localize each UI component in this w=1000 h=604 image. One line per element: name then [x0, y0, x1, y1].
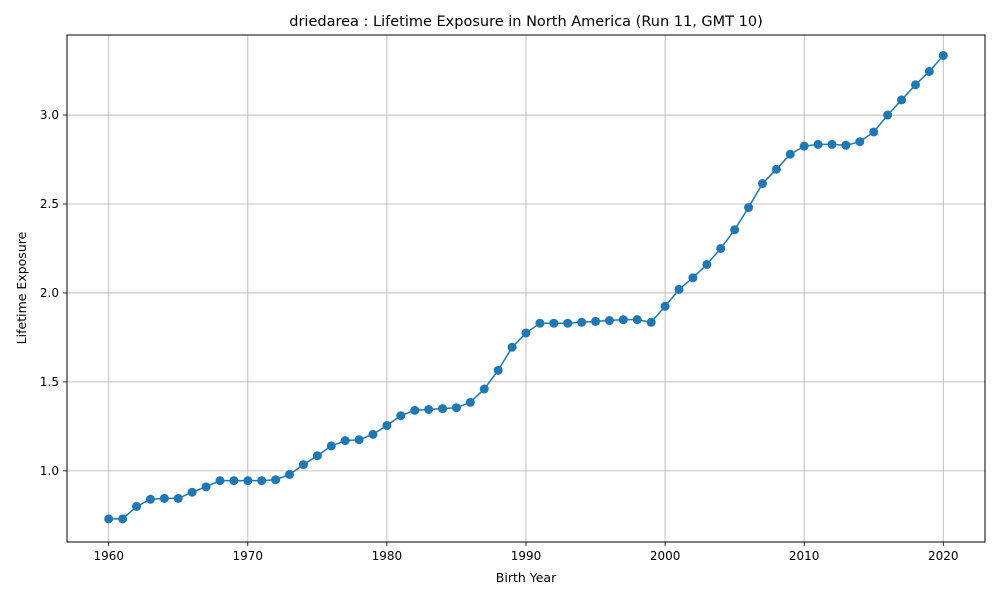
- x-tick-label: 1980: [372, 549, 403, 563]
- data-point: [229, 476, 239, 486]
- x-tick-label: 2010: [789, 549, 820, 563]
- data-point: [118, 514, 128, 524]
- data-point: [632, 315, 642, 325]
- data-point: [646, 317, 656, 327]
- data-point: [702, 259, 712, 269]
- data-point: [869, 127, 879, 137]
- x-axis-label: Birth Year: [496, 570, 557, 585]
- x-tick-label: 1960: [93, 549, 124, 563]
- data-point: [173, 493, 183, 503]
- x-tick-label: 1970: [233, 549, 264, 563]
- data-point: [938, 50, 948, 60]
- data-point: [591, 316, 601, 326]
- y-tick-label: 2.0: [40, 286, 59, 300]
- grid-lines: [67, 35, 985, 542]
- data-point: [257, 476, 267, 486]
- data-point: [424, 404, 434, 414]
- y-axis-ticks: 1.0 1.5 2.0 2.5 3.0: [40, 108, 67, 478]
- data-point: [243, 476, 253, 486]
- data-point: [660, 301, 670, 311]
- series-layer: [104, 50, 948, 524]
- data-point: [465, 397, 475, 407]
- data-point: [451, 403, 461, 413]
- x-tick-label: 1990: [511, 549, 542, 563]
- y-tick-label: 1.5: [40, 375, 59, 389]
- data-point: [785, 149, 795, 159]
- data-point: [410, 405, 420, 415]
- data-point: [312, 451, 322, 461]
- y-tick-label: 3.0: [40, 108, 59, 122]
- data-point: [521, 328, 531, 338]
- data-point: [438, 404, 448, 414]
- data-point: [479, 384, 489, 394]
- data-point: [549, 318, 559, 328]
- data-point: [730, 225, 740, 235]
- data-point: [674, 284, 684, 294]
- data-point: [535, 318, 545, 328]
- data-point: [799, 141, 809, 151]
- data-point: [340, 436, 350, 446]
- data-point: [771, 164, 781, 174]
- data-point: [883, 110, 893, 120]
- data-point: [104, 514, 114, 524]
- data-point: [326, 441, 336, 451]
- data-point: [215, 476, 225, 486]
- data-point: [716, 243, 726, 253]
- data-point: [493, 365, 503, 375]
- data-point: [563, 318, 573, 328]
- data-point: [159, 493, 169, 503]
- data-point: [827, 139, 837, 149]
- x-axis-ticks: 1960 1970 1980 1990 2000 2010 2020: [93, 542, 959, 563]
- data-point: [813, 139, 823, 149]
- data-point: [271, 475, 281, 485]
- data-point: [744, 203, 754, 213]
- chart-title: driedarea : Lifetime Exposure in North A…: [289, 14, 762, 30]
- x-tick-label: 2000: [650, 549, 681, 563]
- data-point: [688, 273, 698, 283]
- data-point: [507, 342, 517, 352]
- data-point: [618, 315, 628, 325]
- data-point: [298, 460, 308, 470]
- y-tick-label: 2.5: [40, 197, 59, 211]
- y-tick-label: 1.0: [40, 464, 59, 478]
- y-axis-label: Lifetime Exposure: [14, 231, 29, 344]
- x-tick-label: 2020: [928, 549, 959, 563]
- data-point: [924, 66, 934, 76]
- data-point: [187, 487, 197, 497]
- data-point: [757, 179, 767, 189]
- data-point: [368, 429, 378, 439]
- data-point: [201, 482, 211, 492]
- data-point: [145, 494, 155, 504]
- data-point: [382, 420, 392, 430]
- data-point: [841, 140, 851, 150]
- data-point: [604, 316, 614, 326]
- data-point: [285, 469, 295, 479]
- data-point: [897, 95, 907, 105]
- data-point: [396, 411, 406, 421]
- data-point: [132, 501, 142, 511]
- data-point: [354, 435, 364, 445]
- data-point: [855, 137, 865, 147]
- data-point: [577, 317, 587, 327]
- data-point: [910, 80, 920, 90]
